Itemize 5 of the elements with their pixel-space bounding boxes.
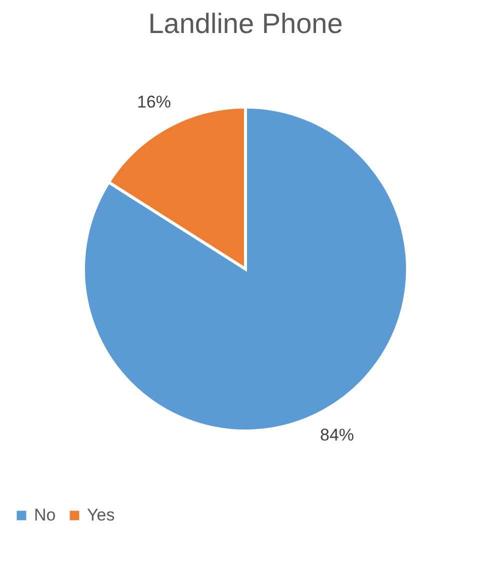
chart-title: Landline Phone [148,8,343,39]
legend-label: No [34,506,56,525]
data-label: 16% [136,92,171,112]
data-label: 84% [320,426,354,444]
legend-label: Yes [87,506,115,525]
